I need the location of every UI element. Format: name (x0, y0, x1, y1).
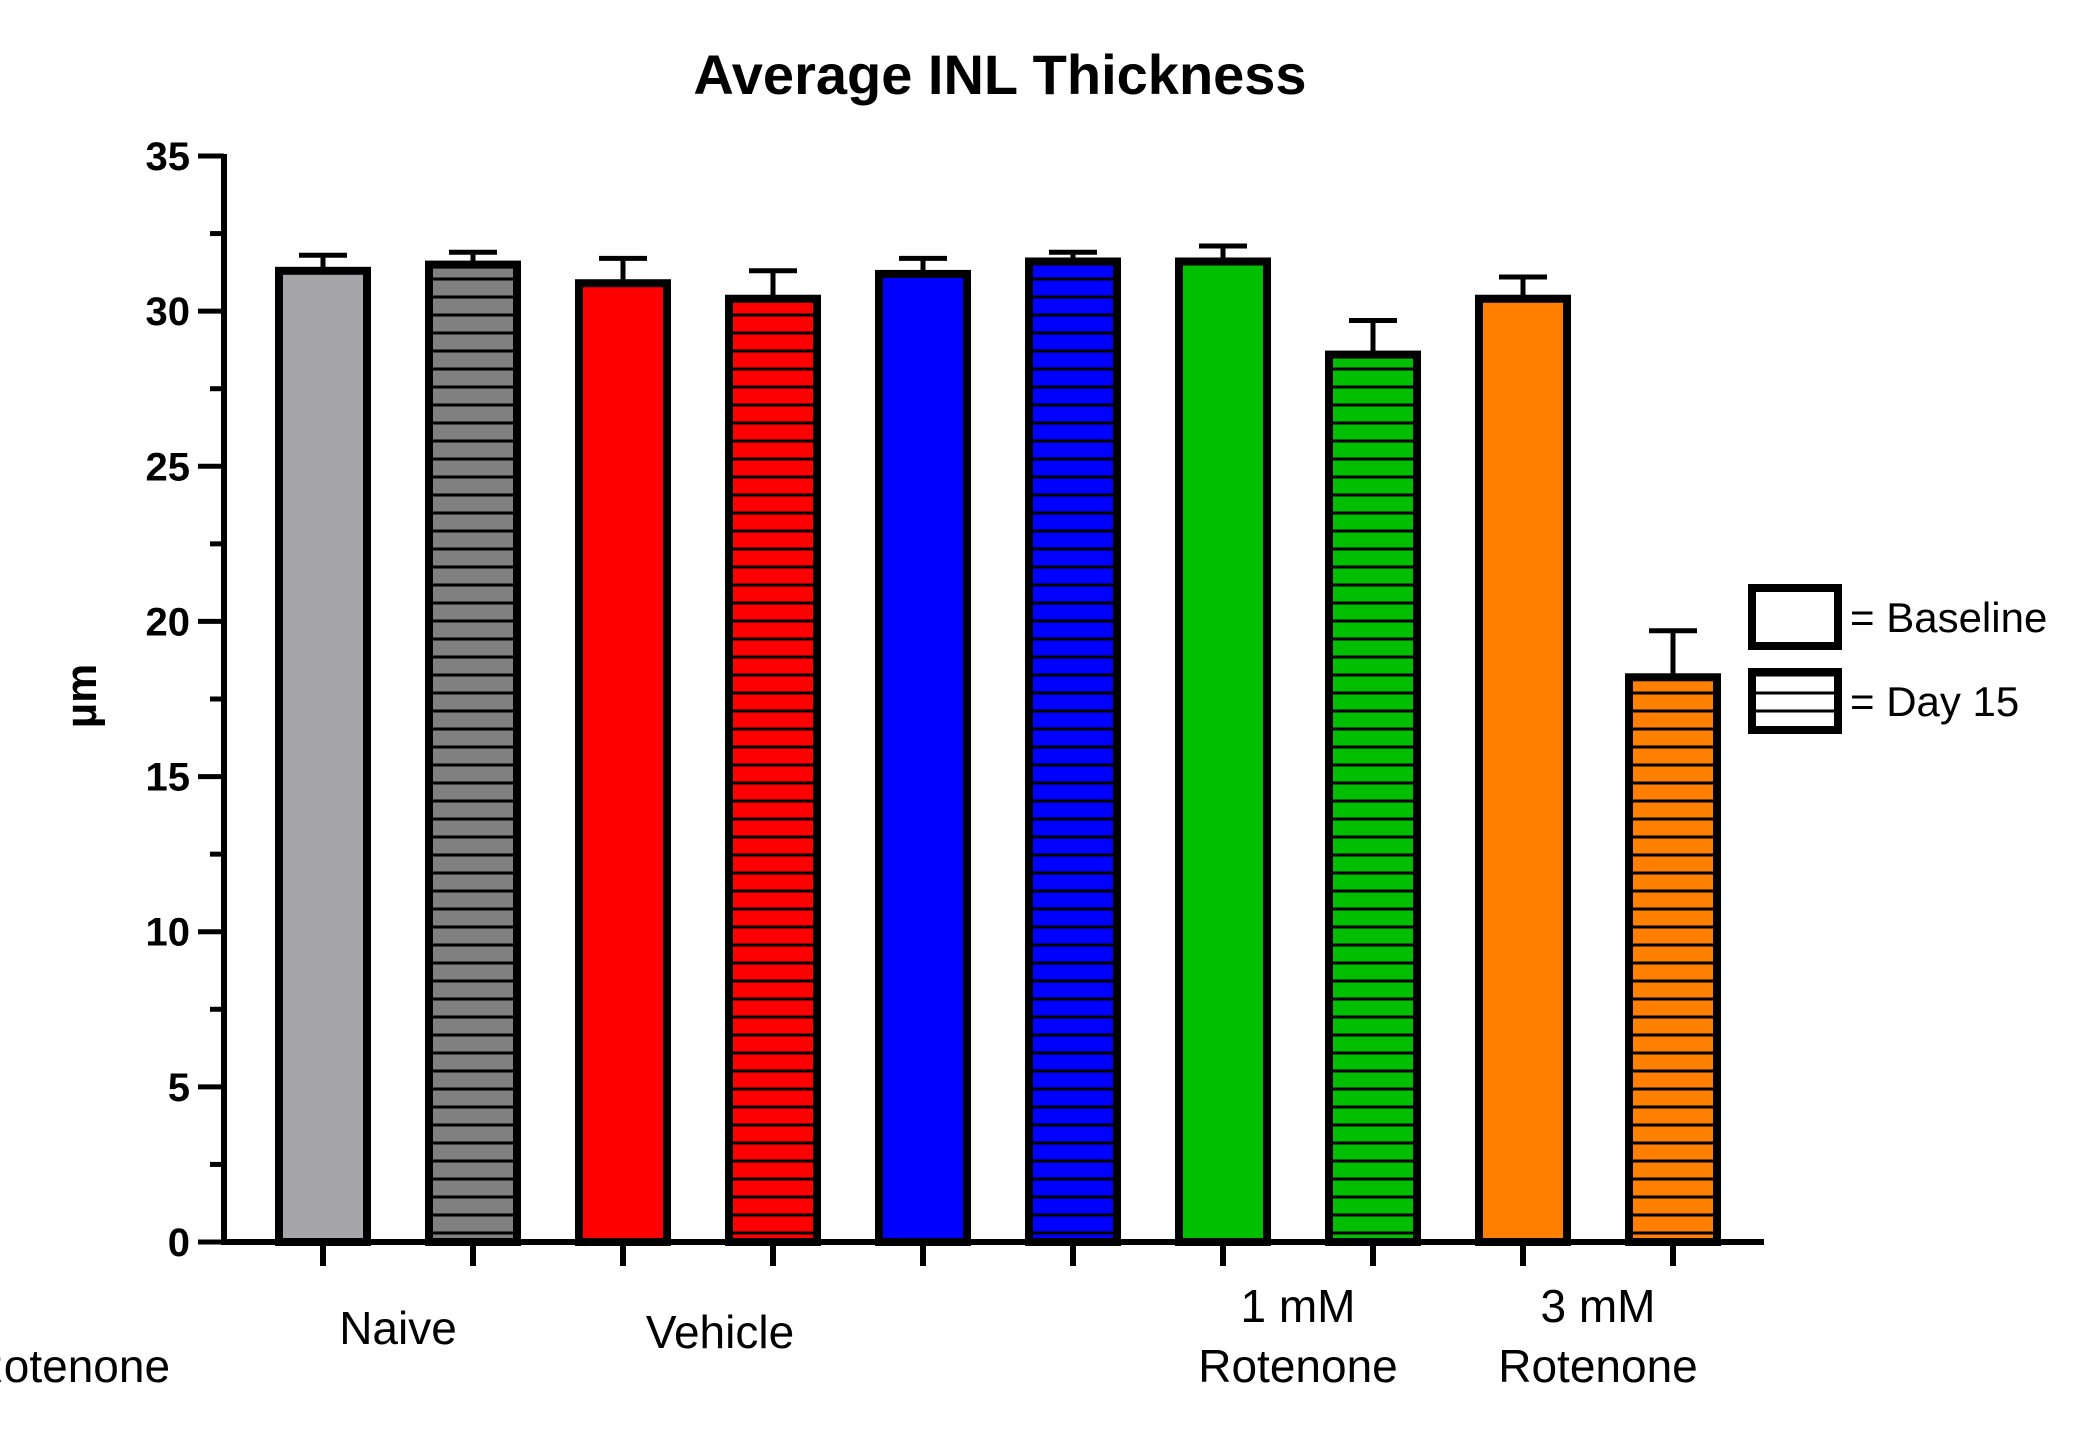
x-group-label-line: Rotenone (1198, 1340, 1398, 1392)
y-tick-label: 35 (146, 135, 191, 179)
x-group-label-line: Rotenone (1498, 1340, 1698, 1392)
x-group-label: 1 mM Rotenone (1198, 1280, 1398, 1392)
bar-fill (1479, 298, 1567, 1242)
x-group-label-line: Rotenone (0, 1340, 170, 1392)
bar-stripes (1329, 354, 1417, 1242)
x-group-label-line: Vehicle (646, 1306, 794, 1358)
x-group-label: Vehicle (646, 1306, 794, 1358)
y-tick-label: 15 (146, 756, 191, 800)
bar-stripes (1029, 261, 1117, 1242)
x-group-label: 3 mM Rotenone (1498, 1280, 1698, 1392)
chart-title: Average INL Thickness (693, 43, 1306, 106)
y-tick-label: 5 (168, 1066, 190, 1110)
error-bars (299, 243, 1697, 678)
y-tick-label: 0 (168, 1221, 190, 1265)
bar-fill (879, 273, 967, 1242)
bar-fill (1179, 261, 1267, 1242)
x-group-label: Naive (339, 1302, 457, 1354)
y-tick-label: 30 (146, 290, 191, 334)
y-tick-label: 10 (146, 911, 191, 955)
x-group-label-line: 1 mM (1241, 1280, 1356, 1332)
bar-fill (279, 270, 367, 1242)
legend-swatch-bg (1752, 588, 1838, 646)
bar-stripes (429, 264, 517, 1243)
bar-fill (579, 283, 667, 1242)
x-group-label-line: Naive (339, 1302, 457, 1354)
legend-swatch-outline (1748, 584, 1842, 650)
x-group-label-line: 3 mM (1541, 1280, 1656, 1332)
y-tick-label: 20 (146, 600, 191, 644)
legend-label: = Day 15 (1850, 678, 2019, 725)
legend-swatch-stripes (1752, 672, 1838, 730)
legend: = Baseline = Day 15 (1748, 584, 2047, 734)
y-tick-label: 25 (146, 445, 191, 489)
bar-stripes (729, 298, 817, 1242)
y-axis-label: µm (57, 664, 106, 728)
bars (275, 257, 1721, 1247)
legend-label: = Baseline (1850, 594, 2047, 641)
bar-stripes (1629, 677, 1717, 1242)
legend-swatch-outline (1748, 668, 1842, 734)
